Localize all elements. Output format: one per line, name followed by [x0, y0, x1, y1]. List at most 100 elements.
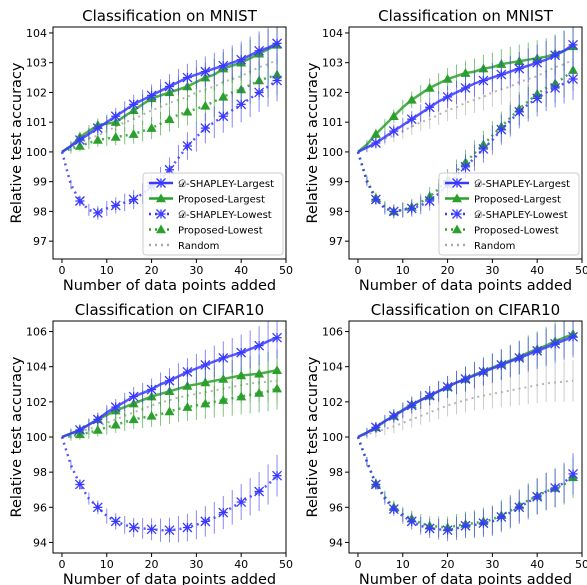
plot-frame [52, 320, 287, 554]
y-tick-label: 101 [322, 116, 343, 129]
y-tick-label: 96 [33, 501, 47, 514]
x-tick-label: 30 [189, 264, 203, 277]
y-tick-label: 102 [26, 396, 47, 409]
data-point [236, 370, 247, 380]
x-tick-label: 30 [485, 264, 499, 277]
legend-marker [452, 224, 462, 234]
x-tick-label: 0 [354, 558, 361, 571]
y-tick-label: 98 [33, 205, 47, 218]
y-tick-label: 100 [26, 146, 47, 159]
y-tick-label: 100 [322, 431, 343, 444]
plot-frame [348, 320, 583, 554]
legend-box [142, 172, 284, 256]
data-point [182, 402, 193, 411]
y-tick-label: 104 [322, 27, 343, 40]
y-tick-label: 102 [26, 86, 47, 99]
chart-title: Classification on MNIST [82, 7, 258, 25]
series-line [60, 436, 278, 532]
x-tick-label: 20 [145, 558, 159, 571]
y-tick-label: 103 [322, 57, 343, 70]
data-point [272, 365, 283, 374]
y-tick-label: 94 [33, 536, 47, 549]
x-tick-label: 40 [234, 264, 248, 277]
plot-area [60, 321, 283, 543]
legend-label: Proposed-Lowest [178, 226, 263, 237]
plot-frame [348, 26, 583, 260]
y-tick-label: 100 [322, 146, 343, 159]
data-point [110, 419, 121, 429]
data-point [92, 135, 103, 144]
data-point [424, 82, 435, 92]
data-point [164, 114, 175, 123]
x-tick-label: 10 [100, 264, 114, 277]
legend-label: Random [474, 241, 515, 252]
data-point [218, 374, 229, 383]
y-tick-label: 104 [26, 361, 47, 374]
y-tick-label: 103 [26, 57, 47, 70]
data-point [388, 111, 399, 120]
plot-frame [52, 26, 287, 260]
y-tick-label: 102 [322, 86, 343, 99]
x-axis-label: Number of data points added [63, 278, 276, 294]
chart-panel-4: Classification on CIFAR10 0 10 20 30 40 50 94 96… [305, 301, 587, 585]
chart-title: Classification on CIFAR10 [75, 301, 264, 319]
x-tick-label: 10 [100, 558, 114, 571]
plot-area [356, 27, 579, 219]
data-point [200, 100, 211, 110]
x-tick-label: 20 [441, 264, 455, 277]
x-tick-label: 20 [145, 264, 159, 277]
x-tick-label: 50 [575, 264, 587, 277]
data-point [200, 398, 211, 408]
legend-label: 𝒟-SHAPLEY-Lowest [178, 210, 272, 221]
y-tick-label: 98 [33, 466, 47, 479]
x-tick-label: 40 [234, 558, 248, 571]
legend-marker [452, 193, 462, 203]
legend: 𝒟-SHAPLEY-Largest Proposed-Largest 𝒟-SHAPL… [438, 172, 580, 256]
data-point [442, 74, 453, 83]
x-tick-label: 0 [354, 264, 361, 277]
chart-title: Classification on CIFAR10 [371, 301, 560, 319]
x-tick-label: 40 [530, 264, 544, 277]
data-point [460, 68, 471, 77]
y-axis-label: Relative test accuracy [9, 356, 25, 517]
data-point [370, 129, 381, 138]
x-tick-label: 10 [396, 264, 410, 277]
data-point [200, 377, 211, 387]
data-point [146, 410, 157, 420]
data-point [128, 129, 139, 138]
chart-panel-2: Classification on MNIST 0 10 20 30 40 50 97 98 99… [305, 7, 587, 294]
legend-box [438, 172, 580, 256]
y-tick-label: 100 [26, 431, 47, 444]
y-tick-label: 94 [329, 536, 343, 549]
data-point [146, 123, 157, 132]
legend-label: 𝒟-SHAPLEY-Largest [474, 179, 570, 190]
plot-area [356, 321, 579, 542]
plot-area [60, 27, 283, 220]
data-point [254, 368, 265, 378]
legend-label: Random [178, 241, 219, 252]
data-point [236, 391, 247, 401]
data-point [218, 395, 229, 404]
x-tick-label: 0 [58, 264, 65, 277]
legend-label: Proposed-Largest [178, 195, 265, 206]
y-tick-label: 98 [329, 205, 343, 218]
x-tick-label: 50 [575, 558, 587, 571]
y-axis-label: Relative test accuracy [305, 62, 321, 223]
data-point [164, 406, 175, 416]
x-axis-label: Number of data points added [359, 278, 572, 294]
data-point [110, 132, 121, 141]
x-tick-label: 30 [485, 558, 499, 571]
y-tick-label: 102 [322, 396, 343, 409]
y-tick-label: 104 [26, 27, 47, 40]
legend: 𝒟-SHAPLEY-Largest Proposed-Largest 𝒟-SHAPL… [142, 172, 284, 256]
chart-panel-3: Classification on CIFAR10 0 10 20 30 40 50 94 96… [9, 301, 293, 585]
data-point [128, 414, 139, 424]
x-tick-label: 40 [530, 558, 544, 571]
y-tick-label: 106 [322, 326, 343, 339]
x-tick-label: 50 [279, 558, 293, 571]
data-point [406, 94, 417, 104]
y-tick-label: 99 [33, 176, 47, 189]
y-tick-label: 97 [33, 235, 47, 248]
y-axis-label: Relative test accuracy [305, 356, 321, 517]
